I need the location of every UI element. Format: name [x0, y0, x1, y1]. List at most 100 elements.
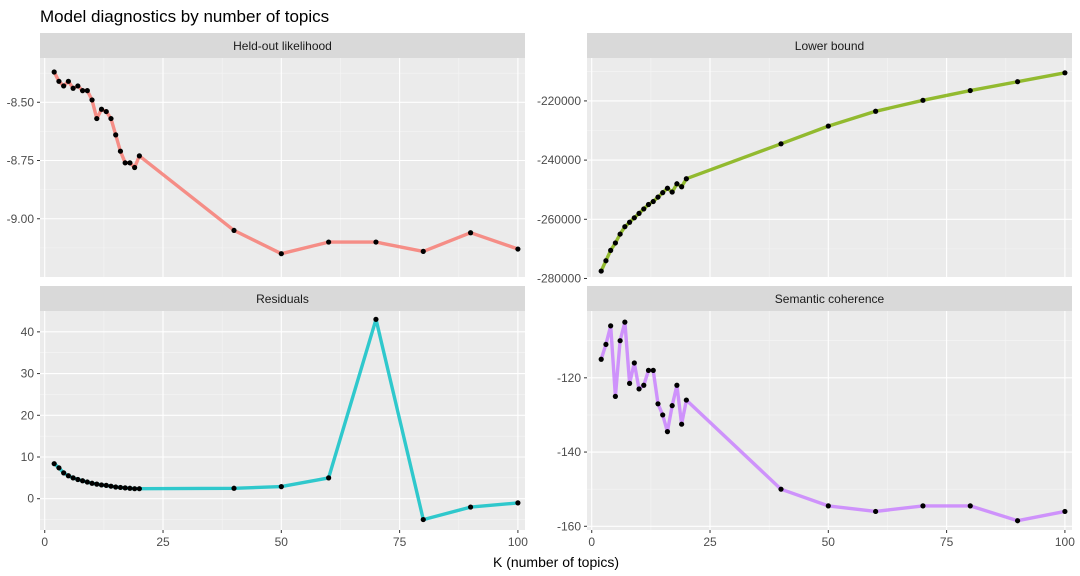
data-point-residuals	[117, 484, 124, 491]
data-point-semantic-coherence	[641, 382, 647, 388]
data-point-lower-bound	[669, 189, 675, 195]
data-point-held-out-likelihood	[94, 115, 100, 122]
data-point-semantic-coherence	[631, 360, 637, 366]
x-tick-label: 50	[822, 535, 836, 549]
data-point-lower-bound	[825, 123, 831, 129]
y-tick-label: -140	[557, 445, 581, 459]
data-point-semantic-coherence	[920, 503, 926, 509]
chart-title: Model diagnostics by number of topics	[40, 7, 329, 26]
panel-background-semantic-coherence	[587, 311, 1072, 530]
data-point-held-out-likelihood	[127, 160, 133, 166]
data-point-semantic-coherence	[608, 323, 614, 329]
strip-label-held-out-likelihood: Held-out likelihood	[233, 39, 332, 53]
strip-label-semantic-coherence: Semantic coherence	[775, 292, 885, 306]
y-tick-label: -9.00	[7, 212, 35, 226]
data-point-held-out-likelihood	[132, 164, 138, 171]
x-axis-title: K (number of topics)	[493, 554, 619, 570]
y-tick-label: -120	[557, 371, 581, 385]
x-tick-label: 0	[588, 535, 595, 549]
data-point-semantic-coherence	[825, 503, 831, 509]
data-point-held-out-likelihood	[79, 88, 86, 94]
data-point-residuals	[98, 482, 105, 488]
x-tick-label: 75	[940, 535, 954, 549]
data-point-held-out-likelihood	[65, 78, 71, 84]
y-tick-label: -8.50	[7, 95, 35, 109]
panel-lower-bound: Lower bound -220000 -240000 -260000 -280000	[537, 33, 1072, 285]
data-point-lower-bound	[645, 201, 652, 208]
strip-label-lower-bound: Lower bound	[795, 39, 864, 53]
x-tick-label: 75	[393, 535, 407, 549]
data-point-semantic-coherence	[650, 367, 656, 373]
x-tick-label: 25	[156, 535, 170, 549]
data-point-held-out-likelihood	[117, 148, 124, 154]
data-point-semantic-coherence	[674, 382, 680, 388]
data-point-residuals	[75, 476, 81, 483]
gridlines-residuals	[40, 311, 525, 530]
panel-held-out-likelihood: Held-out likelihood -8.50 -8.75 -9.00	[7, 33, 525, 277]
data-point-semantic-coherence	[1062, 508, 1068, 515]
gridlines-semantic-coherence	[587, 311, 1072, 530]
data-point-lower-bound	[873, 108, 879, 114]
data-point-residuals	[65, 473, 71, 479]
data-point-held-out-likelihood	[108, 115, 114, 122]
data-point-residuals	[89, 480, 95, 486]
data-point-semantic-coherence	[1014, 518, 1021, 524]
data-point-residuals	[132, 486, 138, 492]
data-point-lower-bound	[674, 181, 680, 187]
y-tick-label: 40	[21, 325, 35, 339]
data-point-residuals	[127, 485, 133, 491]
data-point-semantic-coherence	[683, 397, 689, 403]
data-point-lower-bound	[1014, 79, 1021, 85]
data-point-semantic-coherence	[679, 421, 685, 427]
data-point-residuals	[231, 485, 237, 491]
data-point-residuals	[79, 478, 86, 484]
data-point-residuals	[515, 500, 521, 506]
data-point-semantic-coherence	[598, 356, 604, 362]
data-point-semantic-coherence	[664, 429, 671, 435]
y-tick-label: -8.75	[7, 154, 35, 168]
strip-semantic-coherence	[587, 286, 1072, 311]
data-point-semantic-coherence	[655, 401, 661, 407]
data-point-lower-bound	[664, 185, 671, 191]
gridlines-lower-bound	[587, 58, 1072, 280]
data-point-lower-bound	[778, 141, 784, 147]
data-point-lower-bound	[636, 210, 642, 216]
y-tick-label: 20	[21, 408, 35, 422]
data-point-held-out-likelihood	[98, 106, 105, 112]
panel-background-lower-bound	[587, 58, 1072, 277]
y-tick-label: 10	[21, 450, 35, 464]
x-tick-label: 100	[508, 535, 528, 549]
data-point-lower-bound	[679, 184, 685, 190]
data-point-semantic-coherence	[636, 386, 642, 392]
data-point-lower-bound	[650, 198, 656, 205]
data-point-held-out-likelihood	[420, 248, 426, 254]
gridlines-held-out-likelihood	[40, 58, 525, 277]
data-point-residuals	[70, 475, 76, 481]
data-point-residuals	[61, 470, 67, 476]
panel-background-residuals	[40, 311, 525, 530]
strip-residuals	[40, 286, 525, 311]
panels: Held-out likelihood -8.50 -8.75 -9.00 Lower …	[7, 33, 1075, 549]
data-point-semantic-coherence	[645, 367, 652, 373]
data-point-residuals	[103, 482, 109, 488]
data-point-held-out-likelihood	[89, 97, 95, 103]
data-point-held-out-likelihood	[113, 132, 119, 138]
data-point-residuals	[467, 504, 474, 510]
y-tick-label: -220000	[537, 94, 581, 108]
x-tick-label: 50	[275, 535, 289, 549]
data-point-lower-bound	[660, 190, 666, 196]
y-tick-label: -280000	[537, 271, 581, 285]
strip-lower-bound	[587, 33, 1072, 58]
data-point-semantic-coherence	[873, 508, 879, 515]
y-tick-label: -260000	[537, 212, 581, 226]
data-point-held-out-likelihood	[231, 227, 237, 234]
strip-label-residuals: Residuals	[256, 292, 309, 306]
data-point-lower-bound	[920, 97, 926, 103]
data-point-lower-bound	[967, 87, 973, 94]
data-point-held-out-likelihood	[136, 153, 142, 159]
data-point-residuals	[56, 465, 62, 471]
data-point-held-out-likelihood	[467, 230, 474, 236]
data-point-residuals	[420, 516, 426, 523]
